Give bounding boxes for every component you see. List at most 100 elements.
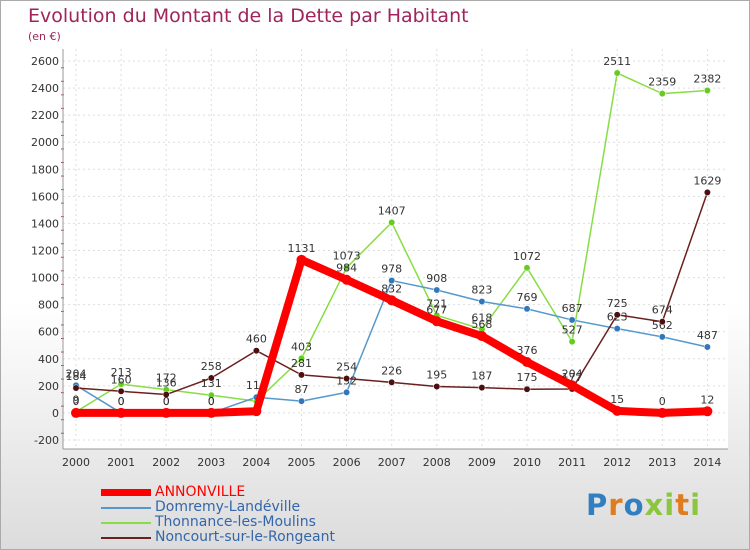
legend-label-annonville: ANNONVILLE [155, 484, 246, 500]
data-point-domremy-land-ville [703, 343, 711, 351]
data-point-noncourt-sur-le-rongeant [658, 318, 666, 326]
x-tick-label: 2001 [107, 456, 135, 469]
data-label-thonnance-les-moulins: 1073 [333, 250, 361, 263]
y-tick-label: 1800 [31, 163, 59, 176]
data-label-annonville: 0 [163, 395, 170, 408]
data-point-thonnance-les-moulins [613, 69, 621, 77]
data-label-annonville: 0 [659, 395, 666, 408]
x-tick-label: 2010 [513, 456, 541, 469]
chart-title: Evolution du Montant de la Dette par Hab… [28, 5, 469, 27]
data-point-annonville [161, 407, 172, 418]
y-tick-label: 800 [38, 299, 59, 312]
data-point-thonnance-les-moulins [658, 90, 666, 98]
data-label-noncourt-sur-le-rongeant: 226 [381, 364, 402, 377]
data-point-thonnance-les-moulins [388, 219, 396, 226]
data-label-noncourt-sur-le-rongeant: 725 [607, 297, 628, 310]
x-tick-label: 2006 [333, 456, 361, 469]
data-label-domremy-land-ville: 769 [517, 291, 538, 304]
data-point-domremy-land-ville [523, 305, 531, 313]
data-point-domremy-land-ville [388, 277, 396, 284]
data-point-noncourt-sur-le-rongeant [117, 387, 125, 395]
data-label-thonnance-les-moulins: 2382 [693, 73, 721, 86]
data-point-domremy-land-ville [478, 298, 486, 305]
data-label-thonnance-les-moulins: 2511 [603, 55, 631, 68]
data-label-domremy-land-ville: 0 [208, 395, 215, 408]
legend-swatch-domremy [101, 507, 151, 509]
data-point-annonville [702, 406, 713, 417]
x-tick-label: 2012 [603, 456, 631, 469]
data-point-annonville [431, 316, 442, 327]
data-point-noncourt-sur-le-rongeant [523, 385, 531, 393]
y-tick-label: 200 [38, 380, 59, 393]
y-tick-label: 1400 [31, 217, 59, 230]
data-label-annonville: 15 [610, 393, 624, 406]
y-tick-label: 600 [38, 326, 59, 339]
y-tick-label: 0 [52, 407, 59, 420]
data-point-domremy-land-ville [568, 316, 576, 324]
data-label-domremy-land-ville: 0 [163, 395, 170, 408]
data-label-domremy-land-ville: 87 [295, 383, 309, 396]
x-tick-label: 2000 [62, 456, 90, 469]
data-label-thonnance-les-moulins: 721 [426, 297, 447, 310]
data-point-noncourt-sur-le-rongeant [252, 347, 260, 355]
data-label-domremy-land-ville: 978 [381, 263, 402, 276]
data-point-annonville [116, 407, 127, 418]
data-label-domremy-land-ville: 0 [118, 395, 125, 408]
x-tick-label: 2011 [558, 456, 586, 469]
data-point-noncourt-sur-le-rongeant [613, 311, 621, 319]
data-point-noncourt-sur-le-rongeant [478, 384, 486, 392]
data-label-thonnance-les-moulins: 1407 [378, 204, 406, 217]
x-tick-label: 2007 [378, 456, 406, 469]
data-label-noncourt-sur-le-rongeant: 136 [156, 377, 177, 390]
logo-letter: r [608, 488, 624, 522]
data-point-annonville [567, 380, 578, 391]
data-point-thonnance-les-moulins [343, 264, 351, 272]
data-label-noncourt-sur-le-rongeant: 460 [246, 333, 267, 346]
y-tick-label: 2600 [31, 55, 59, 68]
logo-letter: t [675, 488, 691, 522]
data-label-annonville: 204 [562, 367, 583, 380]
data-point-domremy-land-ville [613, 325, 621, 333]
legend-label-thonnance: Thonnance-les-Moulins [155, 514, 316, 530]
data-label-domremy-land-ville: 823 [471, 284, 492, 297]
data-point-noncourt-sur-le-rongeant [207, 374, 215, 382]
legend-label-domremy: Domremy-Landéville [155, 499, 301, 515]
data-point-thonnance-les-moulins [703, 87, 711, 94]
x-tick-label: 2008 [423, 456, 451, 469]
y-tick-label: 1600 [31, 190, 59, 203]
data-label-annonville: 568 [471, 318, 492, 331]
x-tick-label: 2005 [288, 456, 316, 469]
data-label-domremy-land-ville: 204 [66, 367, 87, 380]
data-label-domremy-land-ville: 487 [697, 329, 718, 342]
data-label-domremy-land-ville: 562 [652, 319, 673, 332]
data-label-thonnance-les-moulins: 172 [156, 372, 177, 385]
data-point-annonville [612, 405, 623, 416]
data-point-thonnance-les-moulins [207, 391, 215, 399]
y-tick-label: 400 [38, 353, 59, 366]
data-point-noncourt-sur-le-rongeant [343, 375, 351, 382]
data-label-noncourt-sur-le-rongeant: 254 [336, 361, 357, 374]
data-point-thonnance-les-moulins [298, 354, 305, 362]
data-label-thonnance-les-moulins: 527 [562, 324, 583, 337]
data-label-annonville: 0 [118, 395, 125, 408]
data-label-annonville: 0 [73, 395, 80, 408]
data-label-thonnance-les-moulins: 403 [291, 340, 312, 353]
data-point-thonnance-les-moulins [117, 380, 125, 388]
y-tick-label: 2000 [31, 136, 59, 149]
data-point-annonville [251, 406, 262, 417]
data-point-thonnance-les-moulins [523, 264, 531, 272]
data-label-noncourt-sur-le-rongeant: 175 [517, 371, 538, 384]
x-tick-label: 2002 [152, 456, 180, 469]
data-point-noncourt-sur-le-rongeant [72, 384, 80, 392]
legend-label-noncourt: Noncourt-sur-le-Rongeant [155, 529, 335, 545]
data-point-annonville [341, 274, 352, 285]
data-label-thonnance-les-moulins: 618 [471, 311, 492, 324]
y-tick-label: 2200 [31, 109, 59, 122]
data-point-noncourt-sur-le-rongeant [162, 391, 170, 398]
chart-subtitle: (en €) [28, 30, 61, 43]
data-label-noncourt-sur-le-rongeant: 187 [471, 370, 492, 383]
logo-letter: x [644, 488, 665, 522]
data-label-annonville: 0 [208, 395, 215, 408]
